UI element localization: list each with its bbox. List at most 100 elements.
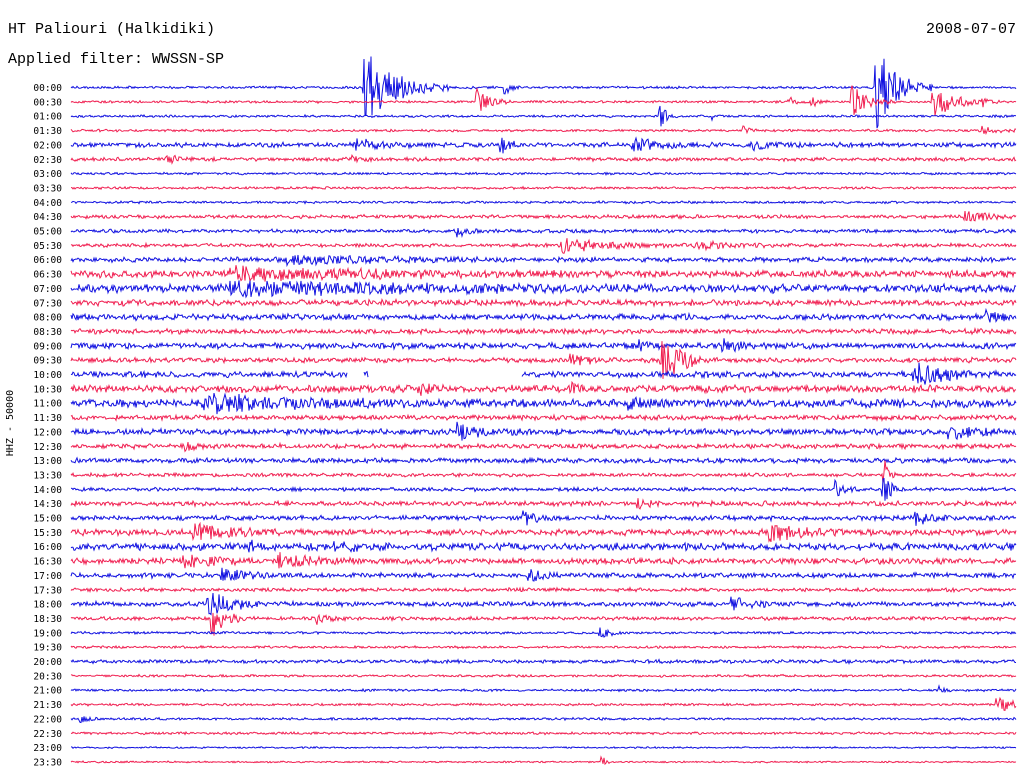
trace-row-1800: [70, 592, 1017, 616]
trace-row-0430: [70, 210, 1017, 222]
time-tick-label: 20:00: [33, 657, 62, 668]
time-tick-label: 13:30: [33, 470, 62, 481]
time-tick-label: 18:00: [33, 600, 62, 611]
trace-row-0400: [70, 199, 1017, 205]
time-tick-label: 00:30: [33, 97, 62, 108]
time-tick-label: 01:30: [33, 126, 62, 137]
trace-row-0500: [70, 228, 1017, 239]
time-tick-label: 07:00: [33, 284, 62, 295]
time-tick-label: 21:30: [33, 700, 62, 711]
trace-row-0600: [70, 254, 1017, 268]
time-tick-label: 23:30: [33, 757, 62, 768]
time-tick-label: 16:30: [33, 557, 62, 568]
trace-row-1600: [70, 539, 1017, 553]
time-tick-label: 00:00: [33, 83, 62, 94]
time-tick-label: 06:30: [33, 270, 62, 281]
trace-row-1830: [70, 612, 1017, 636]
time-tick-label: 15:30: [33, 528, 62, 539]
trace-row-1000: [70, 362, 1017, 385]
trace-row-0030: [70, 85, 1017, 116]
time-tick-label: 17:00: [33, 571, 62, 582]
trace-row-2330: [70, 755, 1017, 766]
time-tick-label: 14:30: [33, 499, 62, 510]
trace-row-2300: [70, 745, 1017, 750]
trace-row-0130: [70, 125, 1017, 136]
trace-row-2100: [70, 684, 1017, 694]
time-tick-label: 15:00: [33, 514, 62, 525]
time-tick-label: 20:30: [33, 671, 62, 682]
trace-row-0330: [71, 185, 1017, 191]
trace-row-1930: [70, 644, 1017, 650]
trace-row-0730: [70, 297, 1017, 308]
trace-row-0800: [70, 307, 1017, 323]
trace-row-0830: [70, 327, 1017, 336]
y-axis-label: HHZ - 50000: [5, 390, 16, 456]
trace-row-1130: [70, 413, 1017, 423]
time-tick-label: 22:30: [33, 729, 62, 740]
trace-row-1630: [70, 552, 1017, 569]
trace-row-1500: [70, 510, 1017, 526]
time-tick-label: 12:30: [33, 442, 62, 453]
time-tick-label: 10:30: [33, 384, 62, 395]
filter-label: Applied filter: WWSSN-SP: [8, 51, 225, 68]
trace-row-0530: [70, 238, 1017, 254]
time-tick-label: 10:00: [33, 370, 62, 381]
trace-row-2000: [70, 658, 1016, 666]
time-tick-label: 19:00: [33, 628, 62, 639]
trace-row-1330: [70, 460, 1017, 483]
time-tick-label: 02:00: [33, 140, 62, 151]
trace-row-0900: [70, 338, 1017, 354]
time-tick-label: 03:30: [33, 183, 62, 194]
time-tick-label: 09:30: [33, 356, 62, 367]
time-tick-label: 02:30: [33, 155, 62, 166]
time-tick-label: 16:00: [33, 542, 62, 553]
time-tick-label: 06:00: [33, 255, 62, 266]
trace-row-0630: [70, 265, 1017, 283]
time-tick-label: 04:00: [33, 198, 62, 209]
time-tick-label: 22:00: [33, 714, 62, 725]
trace-row-1300: [70, 456, 1017, 465]
station-title: HT Paliouri (Halkidiki): [8, 21, 216, 38]
time-tick-label: 19:30: [33, 643, 62, 654]
time-tick-group: 00:00 00:30 01:00 01:30 02:00 02:30 03:00 03:30…: [33, 83, 62, 768]
time-tick-label: 05:30: [33, 241, 62, 252]
trace-row-0700: [70, 280, 1017, 299]
trace-row-1730: [70, 586, 1017, 594]
time-tick-label: 07:30: [33, 298, 62, 309]
time-tick-label: 14:00: [33, 485, 62, 496]
trace-row-0230: [70, 154, 1017, 165]
time-tick-label: 13:00: [33, 456, 62, 467]
trace-row-2030: [70, 673, 1017, 679]
time-tick-label: 05:00: [33, 227, 62, 238]
trace-row-1030: [70, 380, 1017, 396]
time-tick-label: 01:00: [33, 112, 62, 123]
trace-row-1100: [70, 392, 1017, 415]
time-tick-label: 04:30: [33, 212, 62, 223]
trace-row-0100: [70, 105, 1017, 127]
trace-row-1400: [70, 477, 1017, 501]
trace-row-0200: [70, 136, 1017, 154]
trace-group: [70, 56, 1017, 766]
trace-row-2130: [70, 696, 1017, 711]
trace-row-0000: [70, 56, 1017, 129]
trace-row-1430: [70, 498, 1017, 510]
time-tick-label: 11:30: [33, 413, 62, 424]
time-tick-label: 21:00: [33, 686, 62, 697]
trace-row-2200: [70, 715, 1017, 724]
trace-row-1530: [70, 521, 1017, 543]
date-label: 2008-07-07: [925, 21, 1016, 38]
time-tick-label: 08:00: [33, 313, 62, 324]
trace-row-1230: [70, 441, 1017, 453]
trace-row-1900: [70, 627, 1017, 638]
trace-row-1700: [70, 567, 1017, 582]
time-tick-label: 23:00: [33, 743, 62, 754]
time-tick-label: 12:00: [33, 427, 62, 438]
time-tick-label: 11:00: [33, 399, 62, 410]
trace-row-0300: [70, 171, 1017, 177]
time-tick-label: 03:00: [33, 169, 62, 180]
time-tick-label: 09:00: [33, 341, 62, 352]
trace-row-1200: [70, 421, 1017, 441]
trace-row-0930: [70, 341, 1017, 379]
